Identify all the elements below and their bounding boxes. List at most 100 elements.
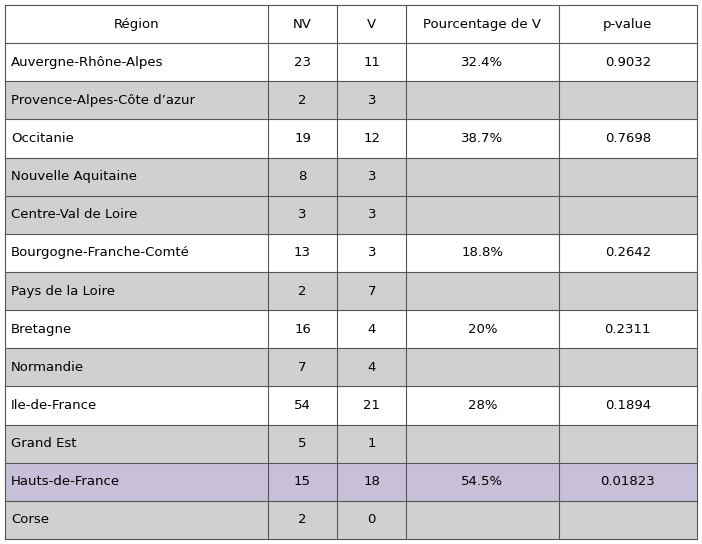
Bar <box>559 272 697 310</box>
Text: 3: 3 <box>368 94 376 107</box>
Bar <box>5 386 268 424</box>
Text: 3: 3 <box>298 208 307 221</box>
Text: p-value: p-value <box>603 17 652 30</box>
Bar <box>268 81 337 120</box>
Bar <box>5 120 268 158</box>
Text: 28%: 28% <box>468 399 497 412</box>
Bar <box>337 81 406 120</box>
Text: 4: 4 <box>368 323 376 336</box>
Text: 12: 12 <box>363 132 380 145</box>
Bar <box>268 463 337 501</box>
Bar <box>559 43 697 81</box>
Bar <box>559 501 697 539</box>
Text: 5: 5 <box>298 437 307 450</box>
Bar <box>559 310 697 348</box>
Bar <box>406 310 559 348</box>
Bar <box>337 310 406 348</box>
Text: Occitanie: Occitanie <box>11 132 74 145</box>
Bar <box>559 463 697 501</box>
Bar <box>5 234 268 272</box>
Bar <box>268 348 337 386</box>
Text: 3: 3 <box>368 208 376 221</box>
Bar <box>268 424 337 463</box>
Bar <box>5 348 268 386</box>
Text: 19: 19 <box>294 132 311 145</box>
Text: 13: 13 <box>294 246 311 259</box>
Text: Centre-Val de Loire: Centre-Val de Loire <box>11 208 138 221</box>
Bar <box>559 81 697 120</box>
Bar <box>406 158 559 196</box>
Bar <box>406 272 559 310</box>
Bar <box>406 196 559 234</box>
Bar <box>5 501 268 539</box>
Text: Normandie: Normandie <box>11 361 84 374</box>
Bar <box>5 272 268 310</box>
Text: Auvergne-Rhône-Alpes: Auvergne-Rhône-Alpes <box>11 55 164 69</box>
Bar <box>268 196 337 234</box>
Text: 0.01823: 0.01823 <box>600 475 655 489</box>
Bar <box>559 424 697 463</box>
Bar <box>5 463 268 501</box>
Bar <box>268 43 337 81</box>
Bar <box>559 120 697 158</box>
Bar <box>337 348 406 386</box>
Bar <box>5 310 268 348</box>
Text: Provence-Alpes-Côte d’azur: Provence-Alpes-Côte d’azur <box>11 94 195 107</box>
Text: Pourcentage de V: Pourcentage de V <box>423 17 541 30</box>
Text: Pays de la Loire: Pays de la Loire <box>11 285 115 298</box>
Text: Corse: Corse <box>11 514 49 527</box>
Bar <box>268 158 337 196</box>
Bar <box>337 234 406 272</box>
Text: 11: 11 <box>363 55 380 69</box>
Text: 54.5%: 54.5% <box>461 475 503 489</box>
Text: 7: 7 <box>368 285 376 298</box>
Bar <box>559 234 697 272</box>
Text: 8: 8 <box>298 170 307 183</box>
Bar <box>406 463 559 501</box>
Text: Grand Est: Grand Est <box>11 437 77 450</box>
Text: 0.2642: 0.2642 <box>604 246 651 259</box>
Bar <box>559 5 697 43</box>
Bar <box>406 120 559 158</box>
Text: 0.9032: 0.9032 <box>604 55 651 69</box>
Text: NV: NV <box>293 17 312 30</box>
Bar <box>268 120 337 158</box>
Bar <box>406 501 559 539</box>
Bar <box>268 272 337 310</box>
Text: Nouvelle Aquitaine: Nouvelle Aquitaine <box>11 170 137 183</box>
Text: 54: 54 <box>294 399 311 412</box>
Text: 2: 2 <box>298 94 307 107</box>
Bar <box>406 234 559 272</box>
Bar <box>406 424 559 463</box>
Bar <box>559 158 697 196</box>
Text: 18.8%: 18.8% <box>461 246 503 259</box>
Bar <box>559 348 697 386</box>
Bar <box>337 501 406 539</box>
Text: 18: 18 <box>364 475 380 489</box>
Text: 3: 3 <box>368 246 376 259</box>
Bar <box>5 196 268 234</box>
Bar <box>406 386 559 424</box>
Bar <box>5 81 268 120</box>
Text: 0.2311: 0.2311 <box>604 323 651 336</box>
Text: 32.4%: 32.4% <box>461 55 503 69</box>
Bar <box>559 196 697 234</box>
Text: Hauts-de-France: Hauts-de-France <box>11 475 120 489</box>
Bar <box>337 272 406 310</box>
Bar <box>337 158 406 196</box>
Text: 21: 21 <box>363 399 380 412</box>
Text: 0.1894: 0.1894 <box>604 399 651 412</box>
Bar <box>337 424 406 463</box>
Bar <box>337 120 406 158</box>
Bar <box>5 43 268 81</box>
Bar <box>268 234 337 272</box>
Text: 7: 7 <box>298 361 307 374</box>
Bar <box>406 81 559 120</box>
Text: 16: 16 <box>294 323 311 336</box>
Bar <box>5 5 268 43</box>
Bar <box>406 43 559 81</box>
Bar <box>337 196 406 234</box>
Text: 23: 23 <box>294 55 311 69</box>
Bar <box>268 501 337 539</box>
Bar <box>337 43 406 81</box>
